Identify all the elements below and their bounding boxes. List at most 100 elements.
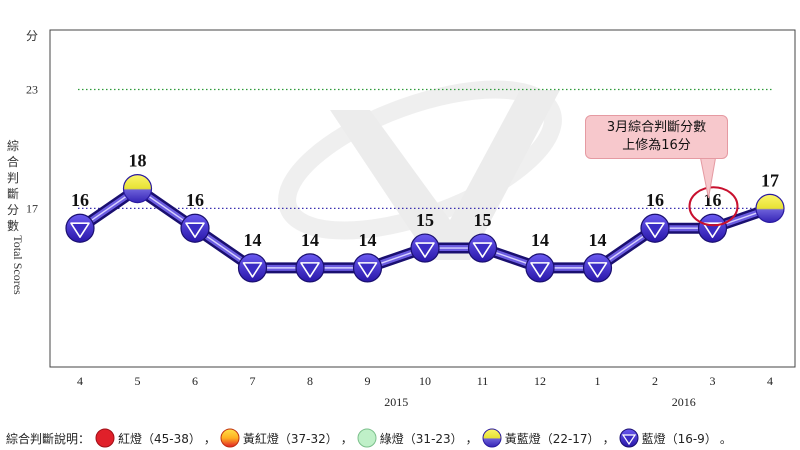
legend-label-red: 紅燈（45-38）	[118, 431, 201, 446]
legend-swatch-circle	[95, 428, 115, 448]
data-label-2: 16	[186, 190, 204, 210]
marker-triangle	[530, 262, 550, 278]
marker-triangle	[645, 222, 665, 239]
data-label-7: 15	[474, 210, 492, 230]
x-year-2016: 2016	[672, 395, 696, 409]
annotation-callout: 3月綜合判斷分數 上修為16分	[585, 115, 728, 159]
markers-group	[65, 173, 785, 283]
x-tick-7: 11	[477, 374, 489, 388]
legend-swatch-green	[357, 428, 377, 448]
legend-swatch-triangle	[621, 434, 636, 446]
legend-swatch-yellow-red	[220, 428, 240, 448]
legend-item-yellow-red: 黃紅燈（37-32）	[219, 428, 338, 448]
x-tick-9: 1	[595, 374, 601, 388]
marker-5	[352, 253, 383, 283]
marker-11	[697, 213, 728, 243]
marker-circle	[755, 193, 785, 224]
x-year-2015: 2015	[384, 395, 408, 409]
x-tick-2: 6	[192, 374, 198, 388]
legend-label-blue: 藍燈（16-9）	[641, 431, 717, 446]
x-tick-5: 9	[365, 374, 371, 388]
marker-triangle	[415, 242, 435, 258]
legend-label-yellow-blue: 黃藍燈（22-17）	[504, 431, 600, 446]
data-label-6: 15	[416, 210, 434, 230]
marker-triangle	[702, 222, 723, 239]
x-tick-3: 7	[250, 374, 256, 388]
legend-item-green: 綠燈（31-23）	[356, 428, 463, 448]
marker-7	[467, 233, 498, 263]
y-tick-23: 23	[26, 82, 38, 96]
marker-triangle	[70, 222, 90, 239]
legend-separator: ，	[465, 431, 478, 446]
data-label-11: 16	[704, 190, 722, 210]
marker-9	[582, 253, 613, 283]
data-label-12: 17	[761, 170, 779, 190]
data-label-3: 14	[244, 230, 262, 250]
y-label-char-3: 斷	[6, 187, 19, 201]
marker-triangle	[472, 242, 493, 258]
x-tick-4: 8	[307, 374, 313, 388]
legend-swatch-circle	[220, 428, 240, 448]
legend-swatch-blue	[619, 428, 639, 448]
marker-0	[65, 213, 95, 243]
x-tick-1: 5	[135, 374, 141, 388]
legend-swatch-circle	[357, 428, 377, 448]
marker-2	[180, 213, 210, 243]
data-label-8: 14	[531, 230, 549, 250]
legend-lead: 綜合判斷說明：	[6, 431, 91, 446]
marker-4	[295, 253, 325, 283]
y-tick-labels: 23 17 分	[26, 29, 38, 215]
marker-triangle	[242, 262, 263, 278]
marker-triangle	[357, 262, 378, 278]
marker-3	[237, 253, 268, 283]
y-label-char-0: 綜	[6, 139, 19, 153]
x-tick-0: 4	[77, 374, 83, 388]
marker-8	[525, 253, 555, 283]
legend-item-yellow-blue: 黃藍燈（22-17）	[481, 428, 600, 448]
x-tick-8: 12	[534, 374, 546, 388]
y-axis-label-english: Total Scores	[11, 235, 25, 295]
y-label-char-1: 合	[6, 155, 19, 169]
legend-items: 紅燈（45-38），黃紅燈（37-32），綠燈（31-23），黃藍燈（22-17…	[94, 428, 735, 448]
legend-label-yellow-red: 黃紅燈（37-32）	[242, 431, 338, 446]
legend-separator: ，	[602, 431, 615, 446]
data-label-4: 14	[301, 230, 319, 250]
marker-triangle	[587, 262, 608, 278]
legend-swatch-red	[95, 428, 115, 448]
data-label-10: 16	[646, 190, 664, 210]
marker-1	[122, 173, 153, 204]
legend-swatch-circle	[482, 428, 502, 448]
x-tick-12: 4	[767, 374, 773, 388]
legend-item-red: 紅燈（45-38）	[94, 428, 201, 448]
legend-separator: ，	[203, 431, 216, 446]
data-labels-group: 16 18 16 14 14 14 15 15 14 14 16 16 17	[71, 151, 779, 250]
data-label-1: 18	[129, 151, 147, 171]
marker-triangle	[300, 262, 320, 278]
annotation-circle	[688, 186, 739, 227]
y-label-char-2: 判	[6, 171, 19, 185]
data-label-9: 14	[589, 230, 607, 250]
x-tick-11: 3	[710, 374, 716, 388]
legend-swatch-yellow-blue	[482, 428, 502, 448]
x-tick-6: 10	[419, 374, 431, 388]
y-unit-label: 分	[26, 29, 38, 43]
plot-frame	[49, 29, 796, 368]
legend-item-blue: 藍燈（16-9）	[618, 428, 717, 448]
y-tick-17: 17	[26, 201, 38, 215]
marker-10	[640, 213, 670, 243]
y-label-char-4: 分	[6, 203, 19, 217]
y-label-char-5: 數	[6, 219, 19, 233]
data-label-0: 16	[71, 190, 89, 210]
marker-circle	[122, 173, 153, 204]
callout-line-2: 上修為16分	[622, 138, 691, 153]
legend-separator: 。	[719, 431, 732, 446]
data-label-5: 14	[359, 230, 377, 250]
legend-label-green: 綠燈（31-23）	[379, 431, 463, 446]
watermark-logo	[278, 80, 562, 260]
callout-line-1: 3月綜合判斷分數	[606, 120, 707, 135]
legend-separator: ，	[340, 431, 353, 446]
legend: 綜合判斷說明： 紅燈（45-38），黃紅燈（37-32），綠燈（31-23），黃…	[0, 427, 800, 449]
marker-12	[755, 193, 785, 224]
